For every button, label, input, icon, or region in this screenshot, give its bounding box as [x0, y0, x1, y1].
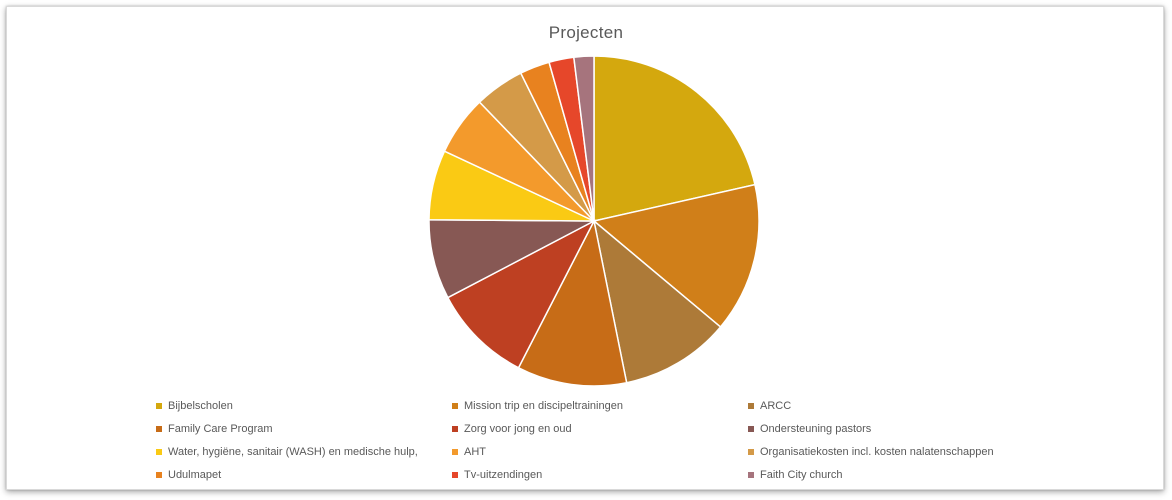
legend-label: Udulmapet — [168, 469, 222, 481]
pie-slice-4 — [446, 219, 596, 369]
legend-swatch — [452, 449, 458, 455]
legend-label: Family Care Program — [168, 423, 273, 435]
legend-label: Tv-uitzendingen — [464, 469, 543, 481]
legend-swatch — [452, 403, 458, 409]
legend-swatch — [156, 449, 162, 455]
legend-item: Faith City church — [748, 465, 1058, 485]
pie-slice-2 — [592, 219, 722, 384]
legend-swatch — [748, 449, 754, 455]
pie-slice-3 — [517, 218, 628, 387]
legend-item: Organisatiekosten incl. kosten nalatensc… — [748, 442, 1058, 462]
legend-swatch — [156, 403, 162, 409]
legend-item: Ondersteuning pastors — [748, 419, 1058, 439]
legend-swatch — [748, 403, 754, 409]
legend-item: Zorg voor jong en oud — [452, 419, 748, 439]
legend-item: ARCC — [748, 396, 1058, 416]
legend-label: ARCC — [760, 400, 792, 412]
legend-label: Water, hygiëne, sanitair (WASH) en medis… — [168, 446, 418, 458]
legend-item: Family Care Program — [156, 419, 452, 439]
legend-item: Tv-uitzendingen — [452, 465, 748, 485]
legend-swatch — [156, 426, 162, 432]
legend-label: Organisatiekosten incl. kosten nalatensc… — [760, 446, 994, 458]
legend: Bijbelscholen Mission trip en discipeltra… — [156, 396, 1056, 485]
legend-swatch — [156, 472, 162, 478]
legend-item: Bijbelscholen — [156, 396, 452, 416]
legend-label: Faith City church — [760, 469, 843, 481]
legend-swatch — [748, 472, 754, 478]
pie-slice-1 — [592, 183, 760, 329]
pie-slices — [428, 55, 760, 387]
legend-item: AHT — [452, 442, 748, 462]
legend-swatch — [452, 426, 458, 432]
legend-label: Ondersteuning pastors — [760, 423, 872, 435]
legend-item: Water, hygiëne, sanitair (WASH) en medis… — [156, 442, 452, 462]
legend-label: Bijbelscholen — [168, 400, 233, 412]
legend-swatch — [748, 426, 754, 432]
legend-label: Mission trip en discipeltrainingen — [464, 400, 623, 412]
legend-item: Mission trip en discipeltrainingen — [452, 396, 748, 416]
legend-swatch — [452, 472, 458, 478]
pie-slice-0 — [593, 55, 756, 222]
legend-label: Zorg voor jong en oud — [464, 423, 572, 435]
legend-item: Udulmapet — [156, 465, 452, 485]
pie-slice-11 — [572, 55, 595, 222]
legend-label: AHT — [464, 446, 486, 458]
chart-title: Projecten — [548, 23, 624, 42]
